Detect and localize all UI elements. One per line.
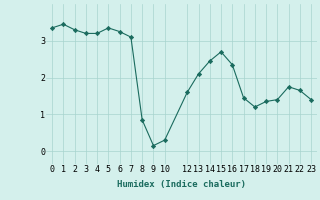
X-axis label: Humidex (Indice chaleur): Humidex (Indice chaleur) — [117, 180, 246, 189]
